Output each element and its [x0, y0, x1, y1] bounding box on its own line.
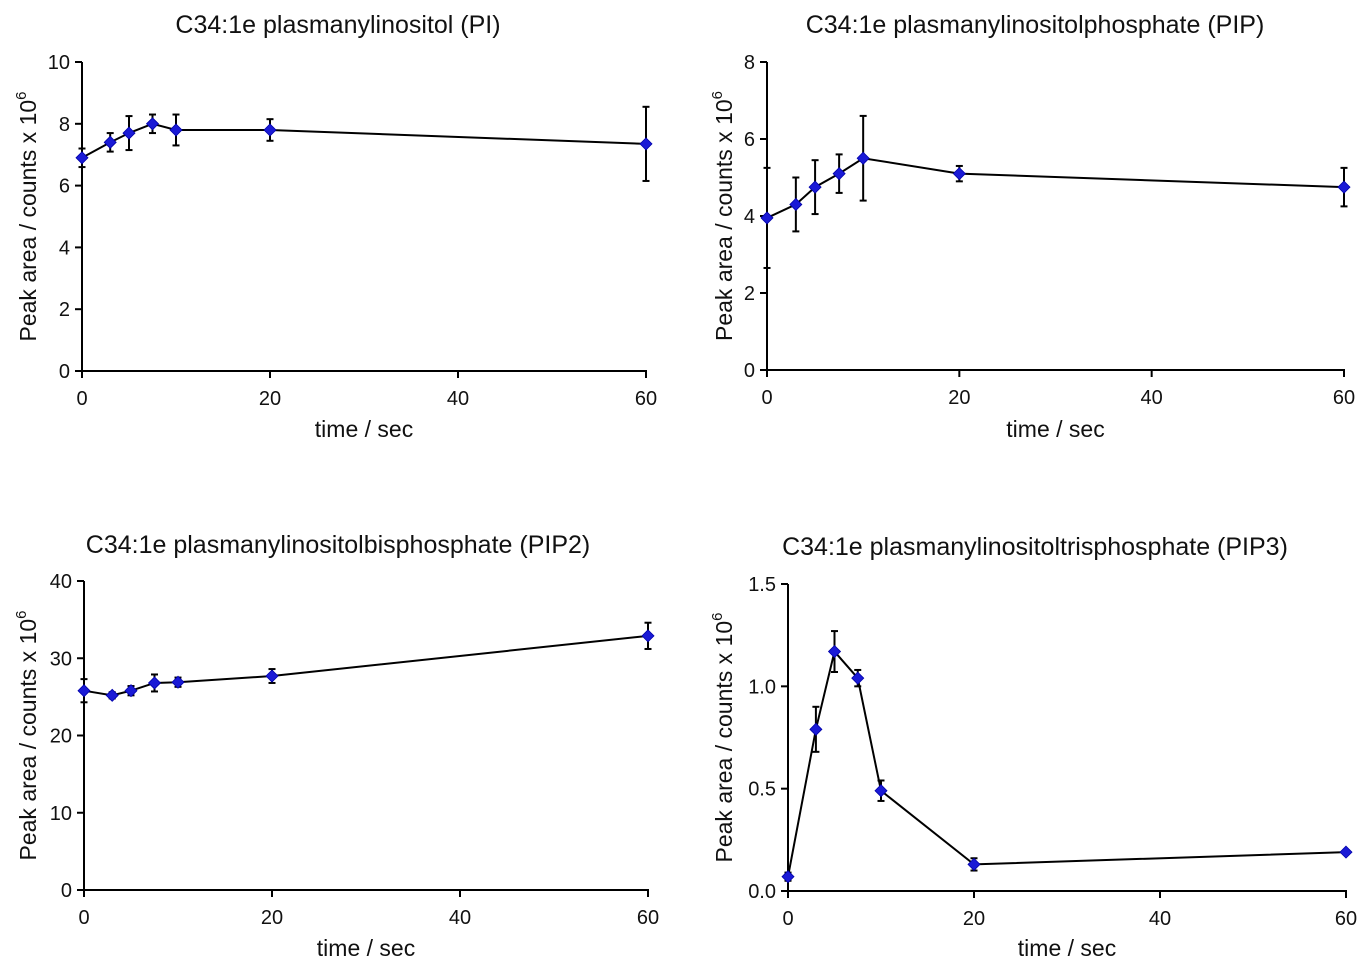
x-tick-label: 0: [76, 388, 87, 410]
data-point: [263, 123, 277, 137]
data-point: [1337, 180, 1351, 194]
series-line: [83, 634, 649, 697]
x-tick-label: 60: [1335, 908, 1357, 930]
y-tick-label: 8: [59, 114, 70, 136]
x-tick-label: 20: [948, 387, 970, 409]
data-point: [641, 629, 655, 643]
y-tick-label: 30: [50, 648, 72, 670]
y-axis-label-exponent: 6: [13, 611, 30, 619]
data-point: [832, 167, 846, 181]
y-tick-label: 40: [50, 571, 72, 593]
x-tick-label: 60: [635, 388, 657, 410]
x-axis-label: time / sec: [1006, 416, 1104, 442]
data-point: [808, 180, 822, 194]
data-point: [1339, 845, 1353, 859]
x-tick-label: 40: [1149, 908, 1171, 930]
y-tick-label: 0: [61, 880, 72, 902]
chart-panel-4: C34:1e plasmanylinositoltrisphosphate (P…: [709, 533, 1357, 961]
data-point: [952, 167, 966, 181]
data-point: [145, 117, 160, 131]
data-point: [77, 684, 91, 698]
data-point: [789, 197, 803, 212]
chart-panel-1: C34:1e plasmanylinositol (PI) 0 20 40 60 0 2 4 6…: [13, 11, 657, 442]
data-point: [169, 123, 183, 137]
data-point: [809, 722, 823, 736]
data-point: [874, 784, 888, 798]
y-axis-label: Peak area / counts x 106: [13, 611, 41, 861]
x-tick-label: 0: [78, 907, 89, 929]
y-tick-label: 20: [50, 726, 72, 748]
chart-panel-3: C34:1e plasmanylinositolbisphosphate (PI…: [13, 531, 659, 961]
data-point: [856, 151, 870, 165]
series-line: [787, 649, 1347, 877]
x-tick-label: 60: [1333, 387, 1355, 409]
y-tick-label: 8: [744, 52, 755, 74]
series-line: [766, 157, 1345, 219]
x-tick-label: 40: [1141, 387, 1163, 409]
y-axis-label-text: Peak area / counts x 10: [711, 99, 737, 341]
y-tick-label: 4: [59, 237, 70, 259]
x-tick-label: 40: [447, 388, 469, 410]
x-tick-label: 20: [259, 388, 281, 410]
data-point: [122, 126, 136, 140]
chart-title: C34:1e plasmanylinositol (PI): [175, 11, 500, 39]
x-tick-label: 60: [637, 907, 659, 929]
y-axis-label: Peak area / counts x 106: [13, 92, 41, 342]
x-tick-label: 20: [963, 908, 985, 930]
y-tick-label: 1.5: [748, 574, 776, 596]
series-line: [81, 122, 647, 159]
y-tick-label: 10: [48, 52, 70, 74]
data-point: [171, 675, 185, 689]
y-axis-label-text: Peak area / counts x 10: [15, 100, 41, 342]
x-tick-label: 40: [449, 907, 471, 929]
y-axis-label-text: Peak area / counts x 10: [711, 621, 737, 863]
data-point: [265, 669, 279, 683]
y-tick-label: 6: [744, 129, 755, 151]
x-tick-label: 0: [761, 387, 772, 409]
data-point: [147, 676, 162, 690]
chart-title: C34:1e plasmanylinositolbisphosphate (PI…: [86, 531, 590, 559]
x-tick-label: 20: [261, 907, 283, 929]
data-point: [105, 688, 119, 702]
data-point: [103, 135, 117, 149]
data-point: [851, 671, 865, 685]
data-point: [781, 870, 795, 884]
y-tick-label: 0.0: [748, 881, 776, 903]
y-axis-label-exponent: 6: [709, 613, 726, 621]
y-axis-label: Peak area / counts x 106: [709, 613, 737, 863]
x-axis-label: time / sec: [1018, 935, 1116, 961]
y-axis-label-exponent: 6: [13, 92, 30, 100]
y-tick-label: 4: [744, 206, 755, 228]
chart-title: C34:1e plasmanylinositolphosphate (PIP): [806, 11, 1265, 39]
x-tick-label: 0: [782, 908, 793, 930]
data-point: [760, 211, 774, 225]
chart-title: C34:1e plasmanylinositoltrisphosphate (P…: [782, 533, 1288, 561]
y-tick-label: 1.0: [748, 676, 776, 698]
y-tick-label: 0: [59, 361, 70, 383]
y-tick-label: 2: [59, 299, 70, 321]
y-tick-label: 0.5: [748, 779, 776, 801]
chart-panel-2: C34:1e plasmanylinositolphosphate (PIP) 0…: [709, 11, 1355, 442]
data-point: [827, 644, 842, 659]
data-point: [639, 137, 653, 151]
y-tick-label: 0: [744, 360, 755, 382]
x-axis-label: time / sec: [315, 416, 413, 442]
y-tick-label: 2: [744, 283, 755, 305]
x-axis-label: time / sec: [317, 935, 415, 961]
y-axis-label-text: Peak area / counts x 10: [15, 619, 41, 861]
y-axis-label-exponent: 6: [709, 91, 726, 99]
y-tick-label: 6: [59, 176, 70, 198]
y-tick-label: 10: [50, 803, 72, 825]
data-point: [75, 151, 89, 165]
data-point: [967, 857, 981, 871]
data-point: [124, 684, 138, 698]
y-axis-label: Peak area / counts x 106: [709, 91, 737, 341]
